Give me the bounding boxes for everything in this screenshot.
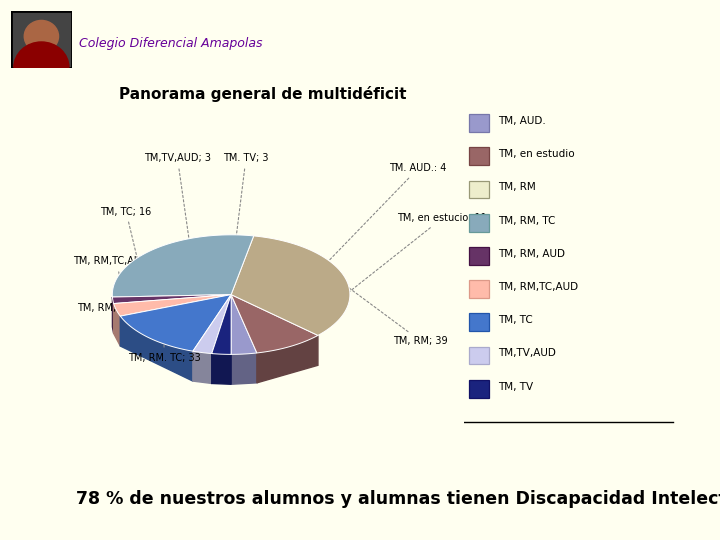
Polygon shape bbox=[114, 303, 120, 346]
Bar bbox=[469, 347, 490, 364]
Polygon shape bbox=[112, 295, 231, 303]
Text: Panorama general de multidéficit: Panorama general de multidéficit bbox=[119, 86, 407, 103]
Text: TM,TV,AUD: TM,TV,AUD bbox=[498, 348, 556, 359]
Polygon shape bbox=[112, 297, 114, 333]
Bar bbox=[469, 147, 490, 165]
Polygon shape bbox=[212, 295, 231, 354]
Bar bbox=[469, 380, 490, 397]
Text: TM, RM, TC: TM, RM, TC bbox=[498, 215, 555, 226]
Polygon shape bbox=[193, 295, 231, 354]
Text: 78 % de nuestros alumnos y alumnas tienen Discapacidad Intelectual: 78 % de nuestros alumnos y alumnas tiene… bbox=[76, 490, 720, 509]
Polygon shape bbox=[231, 295, 257, 354]
Text: TM,TV,AUD; 3: TM,TV,AUD; 3 bbox=[144, 153, 211, 345]
Text: TM, TV: TM, TV bbox=[498, 382, 533, 392]
Text: Colegio Diferencial Amapolas: Colegio Diferencial Amapolas bbox=[79, 37, 263, 50]
Polygon shape bbox=[120, 316, 193, 381]
Bar bbox=[469, 313, 490, 331]
Polygon shape bbox=[112, 235, 253, 297]
Bar bbox=[469, 280, 490, 298]
Text: TM, TC: TM, TC bbox=[498, 315, 532, 325]
Text: TM. AUD.: 4: TM. AUD.: 4 bbox=[245, 164, 447, 347]
Text: TM, en estucio; 11: TM, en estucio; 11 bbox=[287, 213, 487, 341]
Wedge shape bbox=[14, 42, 69, 68]
Text: TM, TC; 16: TM, TC; 16 bbox=[101, 207, 155, 332]
Text: TM, en estudio: TM, en estudio bbox=[498, 149, 575, 159]
Bar bbox=[469, 214, 490, 232]
Polygon shape bbox=[114, 295, 231, 316]
Polygon shape bbox=[212, 354, 231, 384]
Text: TM, RM. TC; 33: TM, RM. TC; 33 bbox=[128, 255, 201, 363]
Circle shape bbox=[24, 21, 58, 52]
Bar bbox=[469, 247, 490, 265]
Text: TM, RM, AUD: TM, RM, AUD bbox=[498, 249, 564, 259]
Text: TM, AUD.: TM, AUD. bbox=[498, 116, 546, 126]
Bar bbox=[469, 114, 490, 132]
Polygon shape bbox=[231, 236, 350, 335]
Text: TM, RM,TC,AUD: TM, RM,TC,AUD bbox=[498, 282, 577, 292]
Text: TM. TV; 3: TM. TV; 3 bbox=[222, 153, 269, 347]
Polygon shape bbox=[257, 335, 318, 383]
Text: TM, RM,TC,AUD; 4: TM, RM,TC,AUD; 4 bbox=[73, 256, 161, 306]
Text: TM, RM: TM, RM bbox=[498, 183, 536, 192]
Polygon shape bbox=[120, 295, 231, 351]
Bar bbox=[469, 180, 490, 198]
Text: TM, RM; 39: TM, RM; 39 bbox=[337, 279, 448, 346]
Polygon shape bbox=[193, 351, 212, 383]
Text: TM, RM, AUD; 2: TM, RM, AUD; 2 bbox=[76, 300, 153, 313]
Polygon shape bbox=[231, 295, 318, 353]
Polygon shape bbox=[231, 353, 257, 384]
